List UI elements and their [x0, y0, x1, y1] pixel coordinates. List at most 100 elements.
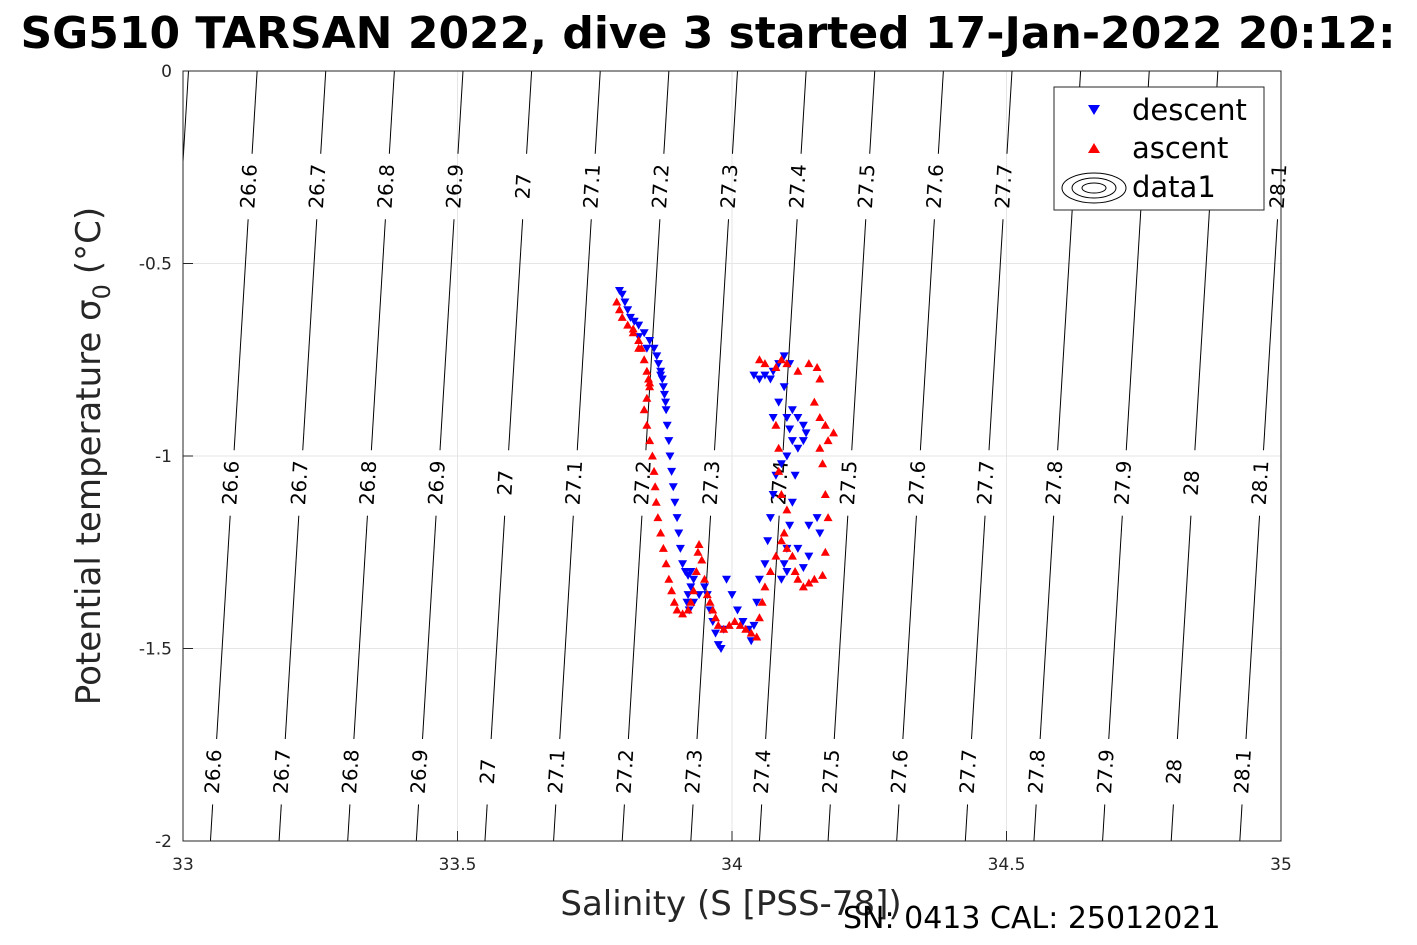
- isopycnal-label: 27.4: [749, 749, 776, 795]
- isopycnal-label: 28.1: [1247, 460, 1274, 506]
- isopycnal-line: [320, 70, 327, 154]
- isopycnal-label: 27.7: [990, 163, 1017, 209]
- isopycnal-line: [758, 804, 763, 842]
- descent-point: [787, 498, 797, 507]
- descent-point: [634, 321, 644, 330]
- ascent-point: [724, 620, 734, 629]
- ascent-point: [669, 597, 679, 606]
- descent-point: [732, 606, 742, 615]
- ascent-point: [664, 574, 674, 583]
- ascent-point: [782, 505, 792, 514]
- isopycnal-line: [621, 804, 625, 842]
- descent-point: [793, 414, 803, 422]
- isopycnal-line: [251, 70, 258, 154]
- x-axis-label: Salinity (S [PSS-78]): [560, 884, 901, 924]
- ascent-point: [639, 405, 649, 414]
- ascent-point: [645, 378, 655, 387]
- descent-point: [804, 521, 814, 530]
- y-axis-label-group: Potential temperature σ0 (°C): [69, 207, 116, 705]
- ascent-point: [702, 590, 712, 599]
- descent-point: [639, 329, 649, 338]
- descent-point: [670, 498, 680, 507]
- isopycnal-line: [1176, 515, 1192, 740]
- isopycnal-label: 26.6: [200, 749, 227, 795]
- descent-point: [801, 429, 811, 438]
- isopycnal-line: [690, 804, 694, 842]
- ascent-point: [693, 547, 703, 556]
- ascent-point: [793, 574, 803, 583]
- legend-contour-icon: [1061, 172, 1127, 204]
- isopycnal-line: [209, 804, 214, 842]
- isopycnal-line: [964, 804, 969, 842]
- legend: descent ascent data1: [1053, 86, 1265, 211]
- y-tick-label: -0.5: [139, 255, 172, 275]
- descent-point: [785, 425, 795, 434]
- descent-point: [776, 460, 786, 469]
- ascent-point: [711, 613, 721, 622]
- ascent-point: [741, 624, 751, 633]
- ascent-point: [760, 359, 770, 368]
- isopycnal-line: [353, 515, 368, 740]
- isopycnal-label: 27.2: [647, 163, 674, 209]
- ascent-point: [776, 536, 786, 545]
- descent-point: [768, 414, 778, 422]
- y-axis-label: Potential temperature σ0 (°C): [69, 207, 116, 705]
- isopycnal-label: 27: [510, 173, 535, 200]
- isopycnal-line: [508, 219, 524, 451]
- descent-point: [749, 621, 759, 630]
- ascent-point: [708, 605, 718, 614]
- isopycnal-label: 27.6: [886, 749, 913, 795]
- descent-point: [664, 437, 674, 446]
- ascent-point: [667, 586, 677, 595]
- descent-point: [711, 629, 721, 638]
- isopycnal-label: 27.5: [835, 460, 862, 506]
- descent-point: [779, 560, 789, 569]
- isopycnal-line: [484, 804, 488, 842]
- ascent-point: [689, 586, 699, 595]
- isopycnal-label: 27.5: [817, 749, 844, 795]
- descent-point: [653, 360, 663, 369]
- ascent-point: [651, 497, 661, 506]
- descent-point: [675, 544, 685, 553]
- descent-point: [661, 398, 671, 407]
- isopycnal-label: 27.2: [612, 749, 639, 795]
- isopycnal-line: [896, 804, 900, 842]
- ascent-point: [628, 324, 638, 333]
- x-tick-label: 33.5: [439, 855, 477, 875]
- isopycnal-line: [1239, 804, 1243, 842]
- legend-descent-label: descent: [1132, 93, 1247, 127]
- ascent-point: [713, 620, 723, 629]
- isopycnal-label: 26.9: [423, 460, 450, 506]
- descent-point: [668, 483, 678, 492]
- ascent-point: [760, 582, 770, 591]
- ascent-point: [730, 617, 740, 626]
- isopycnal-line: [1245, 515, 1261, 740]
- descent-point: [617, 290, 627, 299]
- descent-point: [754, 375, 764, 384]
- isopycnal-label: 27: [492, 469, 517, 496]
- isopycnal-label: 28: [1179, 469, 1204, 496]
- descent-point: [620, 298, 630, 307]
- ascent-point: [634, 343, 644, 352]
- y-tick-label: -1.5: [139, 640, 172, 660]
- ascent-point: [672, 605, 682, 614]
- descent-point: [790, 471, 800, 480]
- ascent-point: [818, 459, 828, 468]
- descent-point: [760, 371, 770, 380]
- descent-point: [656, 371, 666, 380]
- isopycnal-line: [663, 70, 670, 154]
- descent-point: [763, 537, 773, 546]
- descent-point: [782, 568, 792, 576]
- isopycnal-line: [278, 804, 282, 842]
- isopycnal-label: 27.5: [853, 163, 880, 209]
- ascent-point: [809, 397, 819, 406]
- descent-point: [749, 371, 759, 380]
- isopycnal-line: [851, 219, 867, 451]
- y-tick-label: -1: [155, 447, 172, 467]
- isopycnal-line: [696, 515, 712, 740]
- descent-point: [798, 564, 808, 573]
- isopycnal-label: 27.3: [680, 749, 707, 795]
- isopycnal-label: 27.1: [560, 460, 587, 506]
- isopycnal-label: 26.7: [304, 163, 331, 209]
- descent-point: [672, 514, 682, 523]
